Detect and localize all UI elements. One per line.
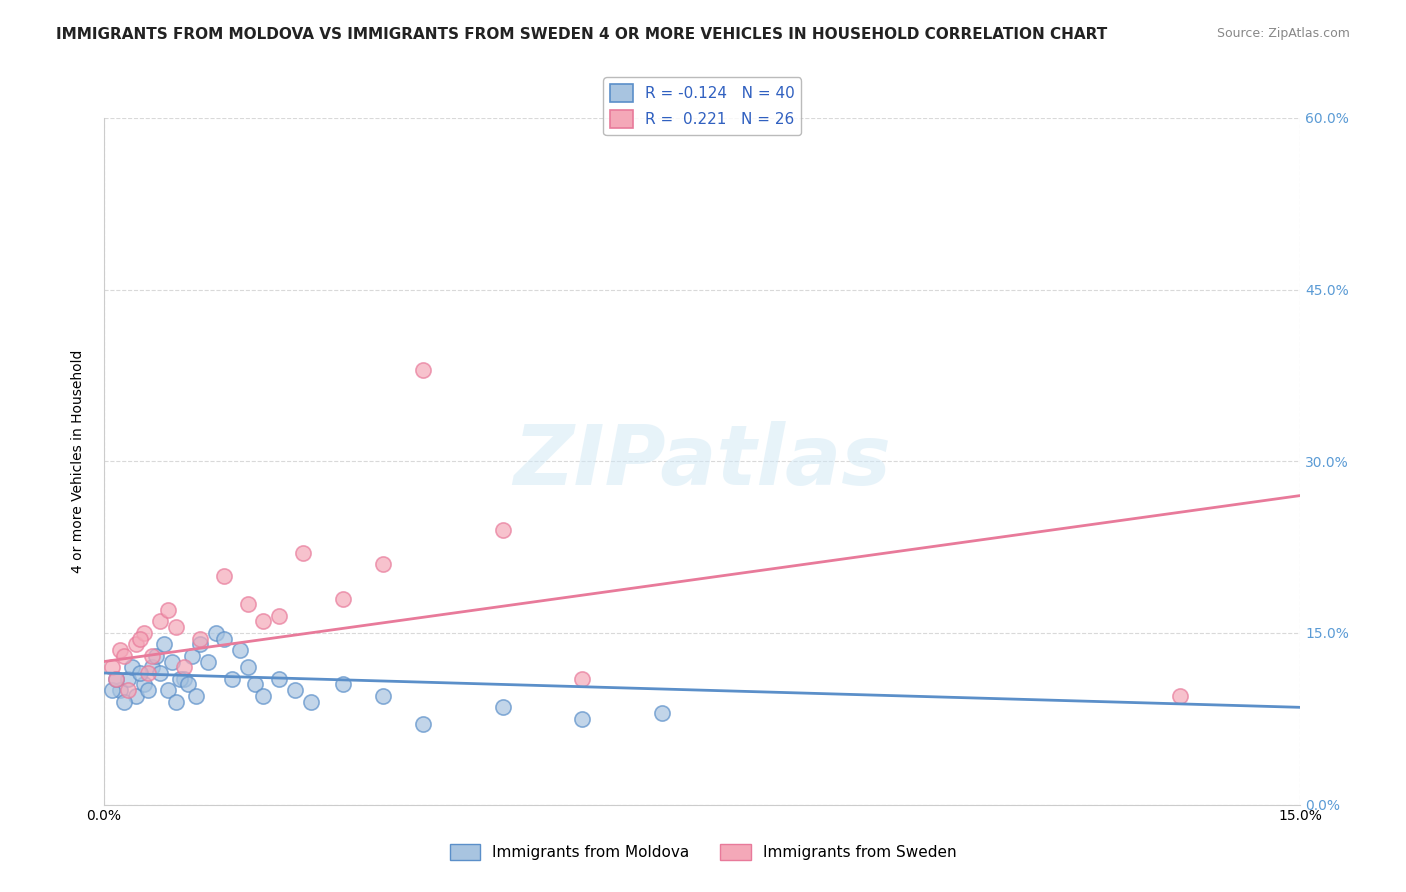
Point [228, 643, 250, 657]
Point [188, 632, 211, 646]
Text: ZIPatlas: ZIPatlas [513, 421, 891, 501]
Point [299, 695, 322, 709]
Point [173, 660, 195, 674]
Point [177, 677, 200, 691]
Point [104, 672, 127, 686]
Point [651, 706, 673, 720]
Point [160, 655, 183, 669]
Point [149, 665, 172, 680]
Point [332, 677, 354, 691]
Point [152, 637, 174, 651]
Point [571, 672, 593, 686]
Y-axis label: 4 or more Vehicles in Household: 4 or more Vehicles in Household [72, 350, 86, 573]
Point [117, 683, 139, 698]
Point [245, 677, 267, 691]
Point [292, 546, 315, 560]
Point [204, 626, 226, 640]
Point [252, 689, 274, 703]
Point [108, 643, 131, 657]
Legend: Immigrants from Moldova, Immigrants from Sweden: Immigrants from Moldova, Immigrants from… [443, 838, 963, 866]
Point [141, 660, 163, 674]
Point [136, 665, 159, 680]
Point [212, 632, 235, 646]
Point [332, 591, 354, 606]
Legend: R = -0.124   N = 40, R =  0.221   N = 26: R = -0.124 N = 40, R = 0.221 N = 26 [603, 78, 800, 135]
Text: IMMIGRANTS FROM MOLDOVA VS IMMIGRANTS FROM SWEDEN 4 OR MORE VEHICLES IN HOUSEHOL: IMMIGRANTS FROM MOLDOVA VS IMMIGRANTS FR… [56, 27, 1108, 42]
Point [132, 626, 155, 640]
Point [269, 672, 291, 686]
Point [132, 677, 155, 691]
Point [184, 689, 207, 703]
Point [492, 700, 515, 714]
Point [1170, 689, 1192, 703]
Point [145, 648, 167, 663]
Point [128, 632, 150, 646]
Text: Source: ZipAtlas.com: Source: ZipAtlas.com [1216, 27, 1350, 40]
Point [252, 615, 274, 629]
Point [149, 615, 172, 629]
Point [197, 655, 219, 669]
Point [180, 648, 202, 663]
Point [125, 637, 148, 651]
Point [112, 648, 135, 663]
Point [169, 672, 191, 686]
Point [371, 558, 394, 572]
Point [284, 683, 307, 698]
Point [412, 362, 434, 376]
Point [141, 648, 163, 663]
Point [104, 672, 127, 686]
Point [101, 660, 124, 674]
Point [108, 683, 131, 698]
Point [165, 620, 187, 634]
Point [188, 637, 211, 651]
Point [492, 523, 515, 537]
Point [136, 683, 159, 698]
Point [125, 689, 148, 703]
Point [101, 683, 124, 698]
Point [269, 608, 291, 623]
Point [412, 717, 434, 731]
Point [165, 695, 187, 709]
Point [121, 660, 143, 674]
Point [128, 665, 150, 680]
Point [156, 603, 179, 617]
Point [571, 712, 593, 726]
Point [112, 695, 135, 709]
Point [236, 660, 259, 674]
Point [212, 568, 235, 582]
Point [371, 689, 394, 703]
Point [173, 672, 195, 686]
Point [236, 597, 259, 611]
Point [117, 672, 139, 686]
Point [221, 672, 243, 686]
Point [156, 683, 179, 698]
